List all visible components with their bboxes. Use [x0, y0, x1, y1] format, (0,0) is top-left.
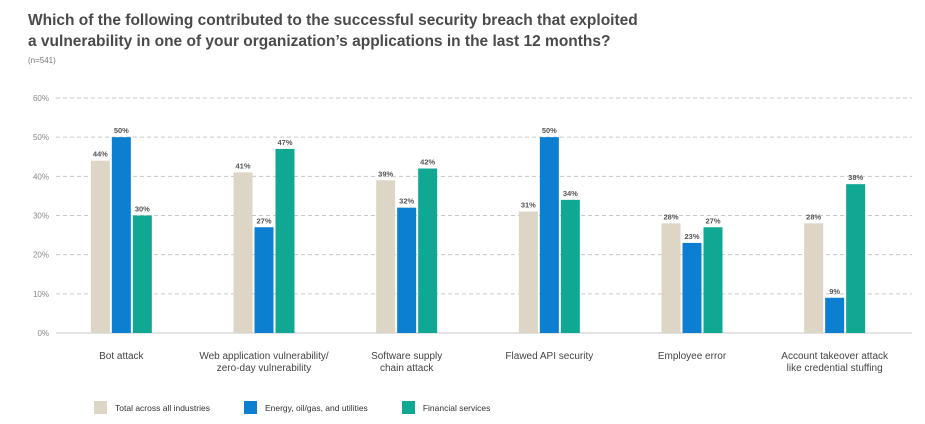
data-label-energy: 27% — [256, 216, 271, 225]
legend-label-financial: Financial services — [422, 402, 491, 413]
x-category-label: Flawed API security — [505, 351, 593, 362]
data-label-total: 31% — [521, 201, 536, 210]
bar-energy — [254, 227, 274, 333]
data-label-financial: 30% — [135, 205, 150, 214]
x-category-label: like credential stuffing — [787, 363, 883, 374]
data-label-energy: 50% — [114, 126, 129, 135]
data-label-energy: 9% — [829, 287, 840, 296]
y-tick-label: 40% — [33, 172, 49, 181]
chart-legend: Total across all industries Energy, oil/… — [94, 401, 524, 414]
x-category-label: Web application vulnerability/ — [199, 351, 329, 362]
data-label-energy: 32% — [399, 197, 414, 206]
y-tick-label: 0% — [37, 329, 49, 338]
bar-financial — [132, 215, 152, 333]
data-label-financial: 42% — [420, 158, 435, 167]
bar-financial — [275, 148, 295, 333]
bar-total — [661, 223, 681, 333]
bar-energy — [825, 297, 845, 333]
data-label-financial: 47% — [277, 138, 292, 147]
bar-energy — [397, 207, 417, 333]
data-label-total: 28% — [663, 212, 678, 221]
data-label-energy: 50% — [542, 126, 557, 135]
sample-size-note: (n=541) — [28, 56, 56, 65]
y-tick-label: 50% — [33, 133, 49, 142]
bar-total — [804, 223, 824, 333]
legend-swatch-total — [94, 401, 107, 414]
data-label-financial: 34% — [563, 189, 578, 198]
data-label-financial: 27% — [705, 216, 720, 225]
x-category-label: Bot attack — [99, 351, 144, 362]
bar-total — [233, 172, 253, 333]
y-tick-label: 20% — [33, 251, 49, 260]
x-category-label: Software supply — [371, 351, 442, 362]
bar-total — [90, 160, 110, 333]
data-label-total: 44% — [93, 150, 108, 159]
chart-title-line-2: a vulnerability in one of your organizat… — [28, 33, 611, 50]
chart-title-line-1: Which of the following contributed to th… — [28, 12, 638, 29]
legend-label-total: Total across all industries — [115, 402, 210, 413]
bar-energy — [539, 137, 559, 333]
data-label-energy: 23% — [684, 232, 699, 241]
bar-energy — [111, 137, 131, 333]
data-label-financial: 38% — [848, 173, 863, 182]
y-tick-label: 30% — [33, 212, 49, 221]
x-category-label: Account takeover attack — [781, 351, 889, 362]
x-category-label: zero-day vulnerability — [217, 363, 312, 374]
legend-swatch-financial — [401, 401, 415, 414]
data-label-total: 39% — [378, 169, 393, 178]
data-label-total: 28% — [806, 212, 821, 221]
bar-financial — [846, 184, 866, 333]
bar-energy — [682, 242, 702, 333]
data-label-total: 41% — [235, 161, 250, 170]
bar-financial — [703, 227, 723, 333]
y-tick-label: 10% — [33, 290, 49, 299]
x-category-label: Employee error — [658, 351, 727, 362]
x-category-label: chain attack — [380, 363, 434, 374]
bar-financial — [418, 168, 438, 333]
legend-swatch-energy — [243, 401, 257, 414]
chart-title: Which of the following contributed to th… — [28, 10, 638, 52]
bar-total — [376, 180, 396, 333]
legend-item-energy: Energy, oil/gas, and utilities — [243, 401, 368, 414]
bar-chart: 0% 10% 20% 30% 40% 50% 60% 44% 50% 30% Bot attack 4… — [33, 94, 912, 374]
y-tick-label: 60% — [33, 94, 49, 103]
legend-label-energy: Energy, oil/gas, and utilities — [264, 402, 368, 413]
bar-total — [518, 211, 538, 333]
legend-item-total: Total across all industries — [94, 401, 210, 414]
legend-item-financial: Financial services — [401, 401, 491, 414]
bar-financial — [560, 199, 580, 333]
